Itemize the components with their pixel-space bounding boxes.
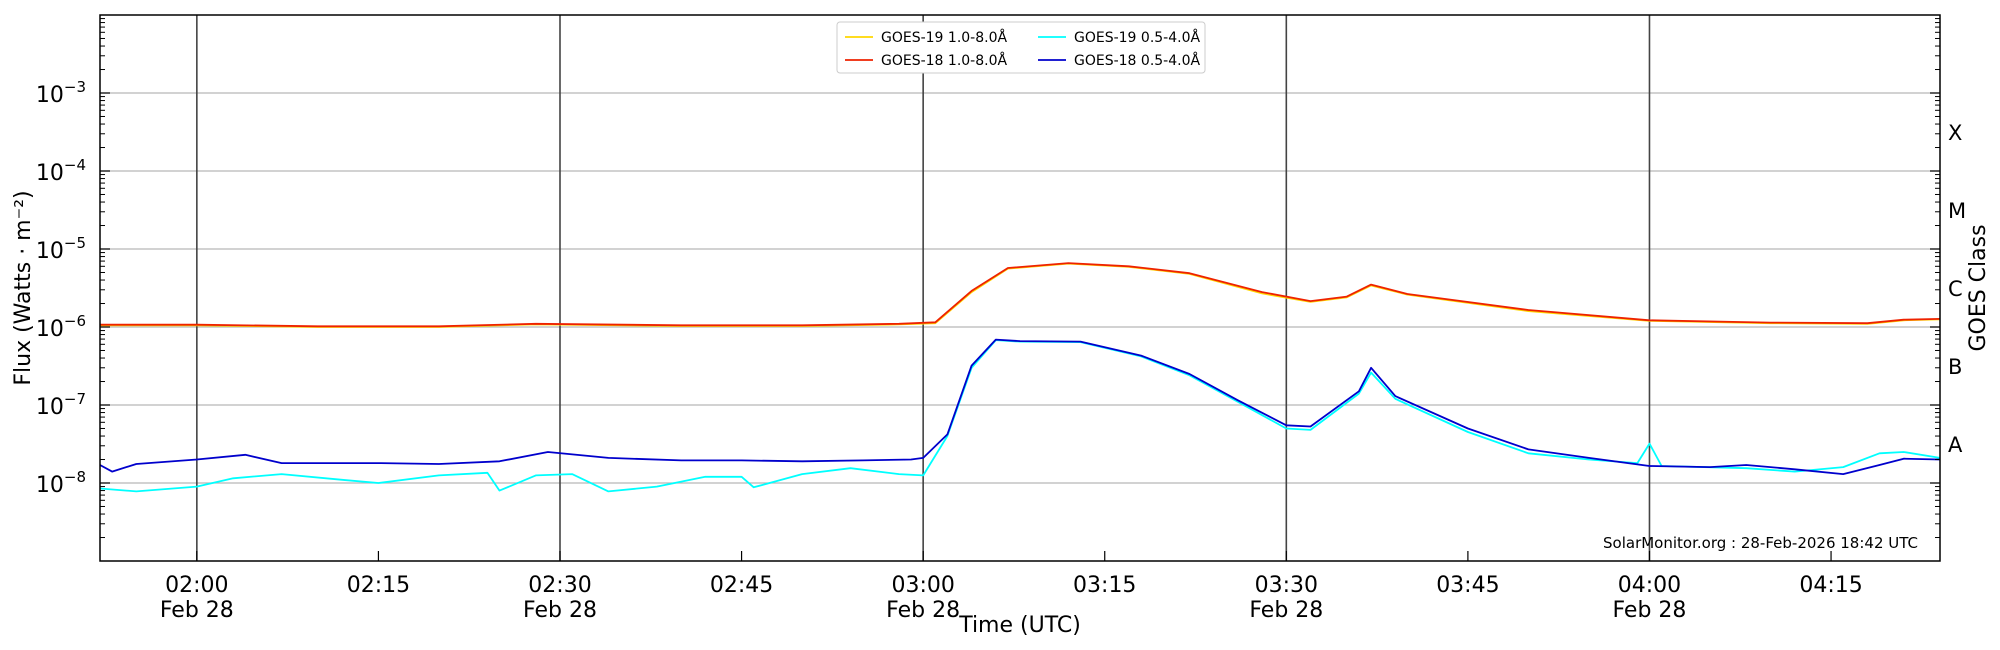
y-axis-right-title: GOES Class [1966, 224, 1991, 351]
y-tick-label: 10−7 [36, 390, 86, 420]
x-tick-date-label: Feb 28 [160, 598, 234, 623]
series-line [99, 339, 1941, 493]
grid-layer [100, 15, 1940, 561]
goes-class-label: X [1948, 121, 1962, 145]
x-tick-label: 02:00 [165, 573, 228, 598]
series-layer [99, 262, 1941, 493]
series-line [99, 338, 1941, 475]
x-tick-label: 02:45 [710, 573, 773, 598]
x-tick-label: 03:00 [891, 573, 954, 598]
x-axis-title: Time (UTC) [958, 613, 1081, 638]
x-tick-label: 02:15 [347, 573, 410, 598]
legend-items: GOES-19 1.0-8.0Å GOES-18 1.0-8.0Å GOES-19 … [845, 29, 1200, 69]
x-tick-label: 04:00 [1618, 573, 1681, 598]
x-tick-label: 02:30 [528, 573, 591, 598]
x-tick-date-label: Feb 28 [886, 598, 960, 623]
series-line [100, 262, 1941, 328]
tick-layer [100, 18, 1940, 561]
goes-class-label: C [1948, 277, 1963, 301]
legend-label: GOES-18 1.0-8.0Å [881, 52, 1007, 69]
legend-box [836, 21, 1206, 74]
credit-annotation: SolarMonitor.org : 28-Feb-2026 18:42 UTC [1603, 534, 1918, 552]
x-tick-label: 03:30 [1255, 573, 1318, 598]
x-tick-label: 04:15 [1799, 573, 1862, 598]
y-tick-label: 10−6 [36, 312, 86, 342]
x-tick-date-label: Feb 28 [1612, 598, 1686, 623]
goes-class-label: M [1948, 199, 1966, 223]
series-line [100, 262, 1941, 328]
goes-class-label: A [1948, 433, 1963, 457]
y-tick-label: 10−5 [36, 234, 86, 264]
y-tick-label: 10−8 [36, 468, 86, 498]
x-tick-label: 03:15 [1073, 573, 1136, 598]
y-tick-label: 10−3 [36, 78, 86, 108]
legend: GOES-19 1.0-8.0Å GOES-18 1.0-8.0Å GOES-19 … [836, 21, 1206, 74]
x-tick-label: 03:45 [1436, 573, 1499, 598]
x-tick-date-label: Feb 28 [1249, 598, 1323, 623]
plot-frame [99, 14, 1941, 562]
y-tick-label: 10−4 [36, 156, 86, 186]
y-axis-title: Flux (Watts · m⁻²) [11, 190, 36, 385]
x-tick-date-label: Feb 28 [523, 598, 597, 623]
legend-label: GOES-19 0.5-4.0Å [1074, 29, 1200, 46]
legend-label: GOES-19 1.0-8.0Å [881, 29, 1007, 46]
legend-label: GOES-18 0.5-4.0Å [1074, 52, 1200, 69]
goes-class-label: B [1948, 355, 1962, 379]
